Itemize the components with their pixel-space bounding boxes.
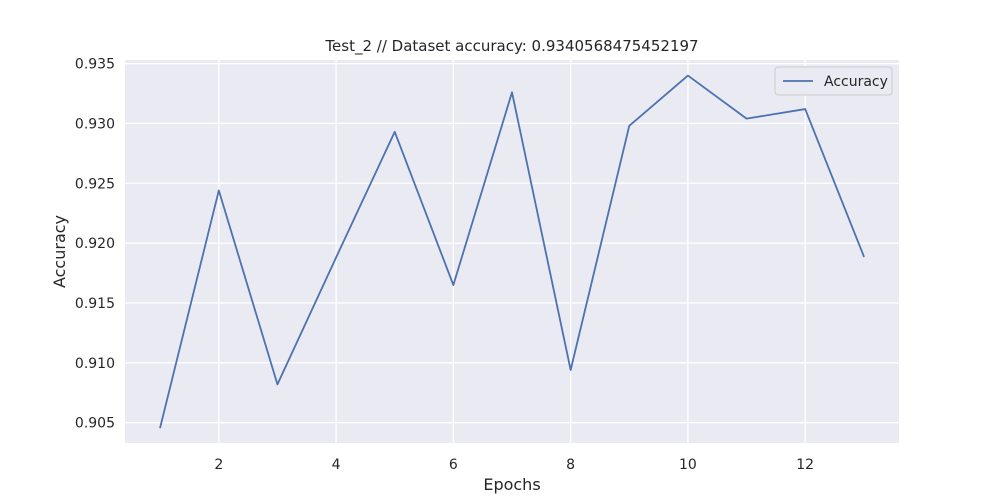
legend: Accuracy [774,66,893,96]
plot-background [125,60,899,443]
legend-box [774,66,893,96]
y-tick-label: 0.920 [75,236,115,252]
data-point [745,117,748,120]
y-axis-label: Accuracy [50,215,69,288]
y-tick-label: 0.925 [75,176,115,192]
chart-title: Test_2 // Dataset accuracy: 0.9340568475… [324,37,698,56]
x-axis-label: Epochs [483,475,540,494]
y-tick-labels: 0.905 0.910 0.915 0.920 0.925 0.930 0.935 [75,57,115,432]
x-tick-label: 6 [449,457,458,473]
y-tick-label: 0.935 [75,57,115,73]
x-tick-label: 8 [566,457,575,473]
legend-label-accuracy: Accuracy [824,74,888,90]
x-tick-label: 2 [214,457,223,473]
data-point [628,124,631,127]
y-tick-label: 0.910 [75,356,115,372]
data-point [393,130,396,133]
data-point [569,368,572,371]
data-point [334,256,337,259]
grid-lines [125,60,899,443]
x-tick-label: 12 [796,457,814,473]
x-tick-label: 10 [679,457,697,473]
x-tick-labels: 2 4 6 8 10 12 [214,457,814,473]
data-point [452,283,455,286]
data-point [686,74,689,77]
series-line-accuracy [159,74,865,429]
x-tick-label: 4 [332,457,341,473]
y-tick-label: 0.930 [75,116,115,132]
y-tick-label: 0.915 [75,296,115,312]
data-point [217,189,220,192]
data-point [510,91,513,94]
data-point [862,255,865,258]
data-point [276,383,279,386]
y-tick-label: 0.905 [75,416,115,432]
data-point [159,426,162,429]
series-layer [159,74,865,429]
data-point [804,107,807,110]
